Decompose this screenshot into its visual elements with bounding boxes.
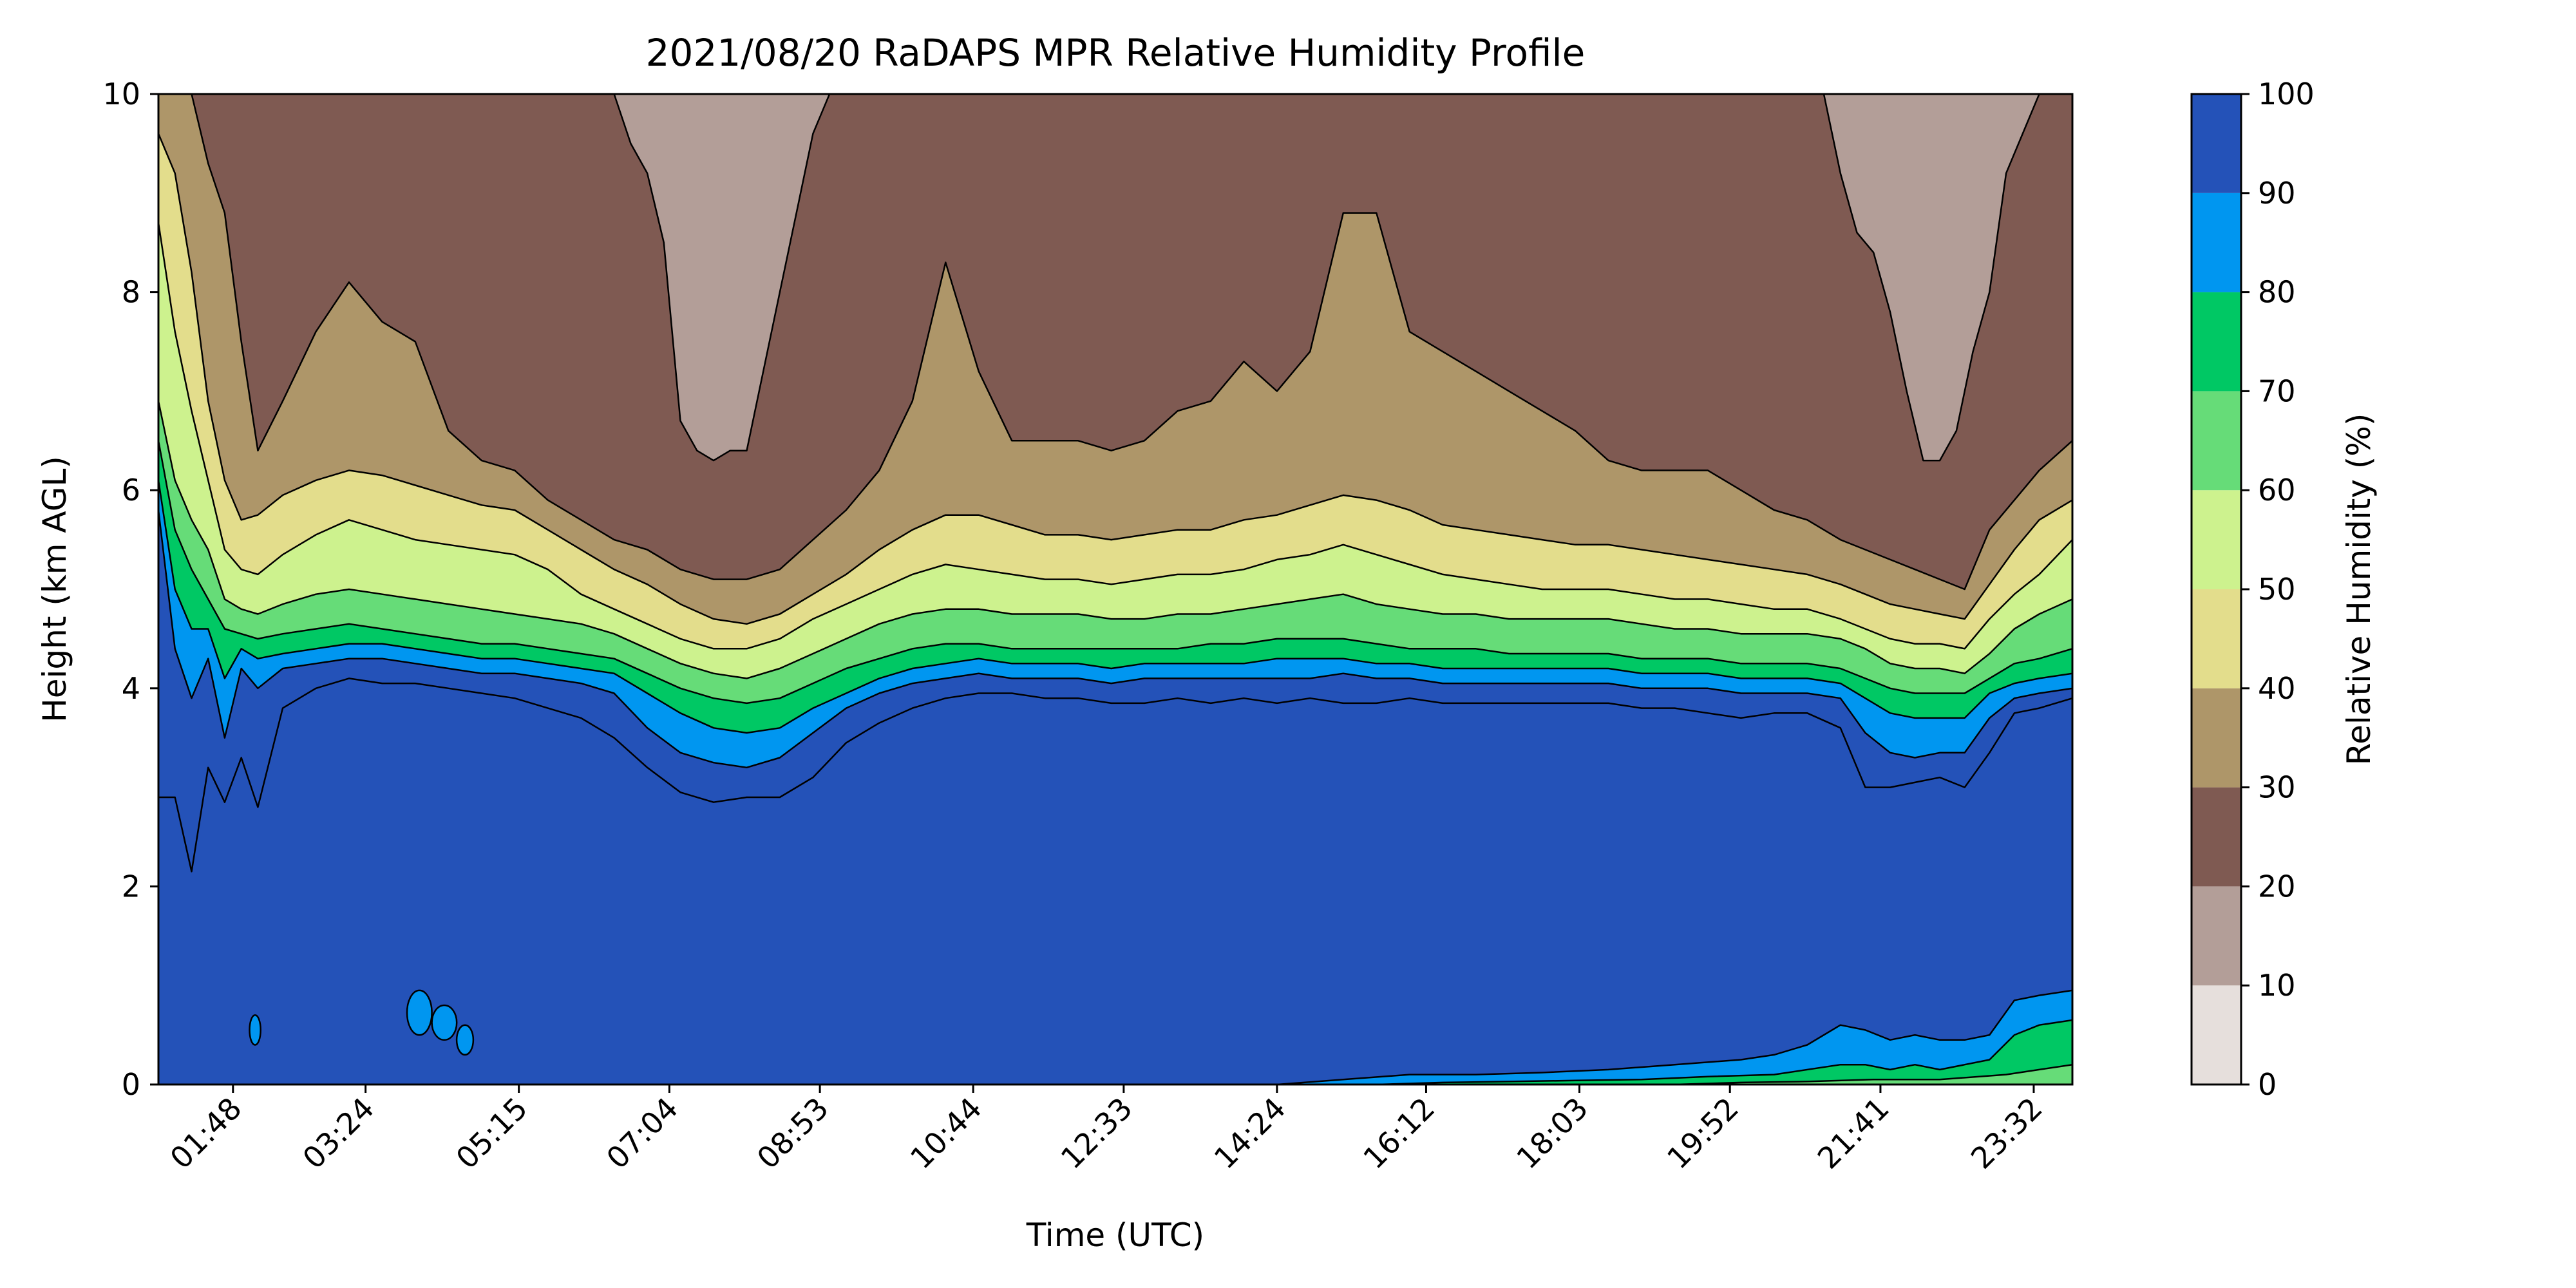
chart-title: 2021/08/20 RaDAPS MPR Relative Humidity … (646, 31, 1586, 75)
rh-surface-fill-60 (1674, 1063, 2072, 1084)
colorbar-swatch-70 (2192, 292, 2241, 392)
x-tick-label: 03:24 (296, 1091, 381, 1176)
x-axis-label: Time (UTC) (1026, 1217, 1204, 1254)
colorbar-tick-label: 100 (2258, 77, 2315, 111)
x-tick-label: 08:53 (750, 1091, 835, 1176)
colorbar-swatch-80 (2192, 193, 2241, 292)
x-axis: 01:48 03:24 05:15 07:04 08:53 10:44 12:33 14:24… (164, 1084, 2049, 1176)
y-tick-label: 4 (122, 671, 140, 706)
colorbar-swatch-90 (2192, 94, 2241, 193)
y-tick-label: 10 (102, 77, 140, 111)
rh-fill-10 (613, 94, 2040, 462)
y-tick-label: 6 (122, 473, 140, 507)
y-tick-label: 0 (122, 1067, 140, 1102)
y-tick-label: 2 (122, 869, 140, 904)
colorbar-swatch-60 (2192, 391, 2241, 491)
colorbar-tick-label: 60 (2258, 473, 2296, 507)
colorbar: 0 10 20 30 40 50 60 70 80 90 100 (2190, 77, 2315, 1102)
rh-pocket-80 (431, 1004, 458, 1041)
x-tick-label: 14:24 (1208, 1091, 1293, 1176)
x-tick-label: 12:33 (1054, 1091, 1139, 1176)
x-tick-label: 10:44 (904, 1091, 989, 1176)
y-axis: 0 2 4 6 8 10 (102, 77, 158, 1102)
y-tick-label: 8 (122, 275, 140, 310)
plot-frame (157, 93, 2074, 1086)
rh-surface-fill-80 (1276, 989, 2072, 1084)
rh-fill-20 (158, 94, 2072, 591)
colorbar-swatch-50 (2192, 490, 2241, 589)
colorbar-tick-label: 40 (2258, 671, 2296, 706)
x-tick-label: 16:12 (1356, 1091, 1441, 1176)
colorbar-tick-label: 70 (2258, 374, 2296, 408)
x-tick-label: 07:04 (600, 1091, 685, 1176)
x-tick-label: 21:41 (1811, 1091, 1896, 1176)
rh-pocket-80 (249, 1014, 261, 1046)
colorbar-tick-label: 0 (2258, 1067, 2277, 1102)
colorbar-swatch-20 (2192, 787, 2241, 887)
x-tick-label: 01:48 (164, 1091, 249, 1176)
x-tick-label: 18:03 (1510, 1091, 1595, 1176)
rh-pocket-80 (406, 989, 433, 1036)
colorbar-tick-label: 50 (2258, 572, 2296, 607)
colorbar-tick-label: 80 (2258, 275, 2296, 310)
colorbar-label: Relative Humidity (%) (2340, 413, 2378, 766)
colorbar-swatch-30 (2192, 688, 2241, 788)
colorbar-tick-label: 20 (2258, 869, 2296, 904)
rh-pocket-80 (455, 1024, 475, 1056)
y-axis-label: Height (km AGL) (36, 456, 73, 723)
colorbar-tick-label: 90 (2258, 176, 2296, 211)
x-tick-label: 05:15 (450, 1091, 535, 1176)
colorbar-swatch-0 (2192, 985, 2241, 1084)
x-tick-label: 23:32 (1964, 1091, 2049, 1176)
colorbar-swatch-40 (2192, 589, 2241, 688)
contour-plot-area (158, 94, 2072, 1084)
rh-surface-fill-70 (1376, 1019, 2072, 1084)
x-tick-label: 19:52 (1660, 1091, 1745, 1176)
colorbar-tick-label: 30 (2258, 770, 2296, 805)
colorbar-swatch-10 (2192, 886, 2241, 986)
colorbar-tick-label: 10 (2258, 968, 2296, 1003)
